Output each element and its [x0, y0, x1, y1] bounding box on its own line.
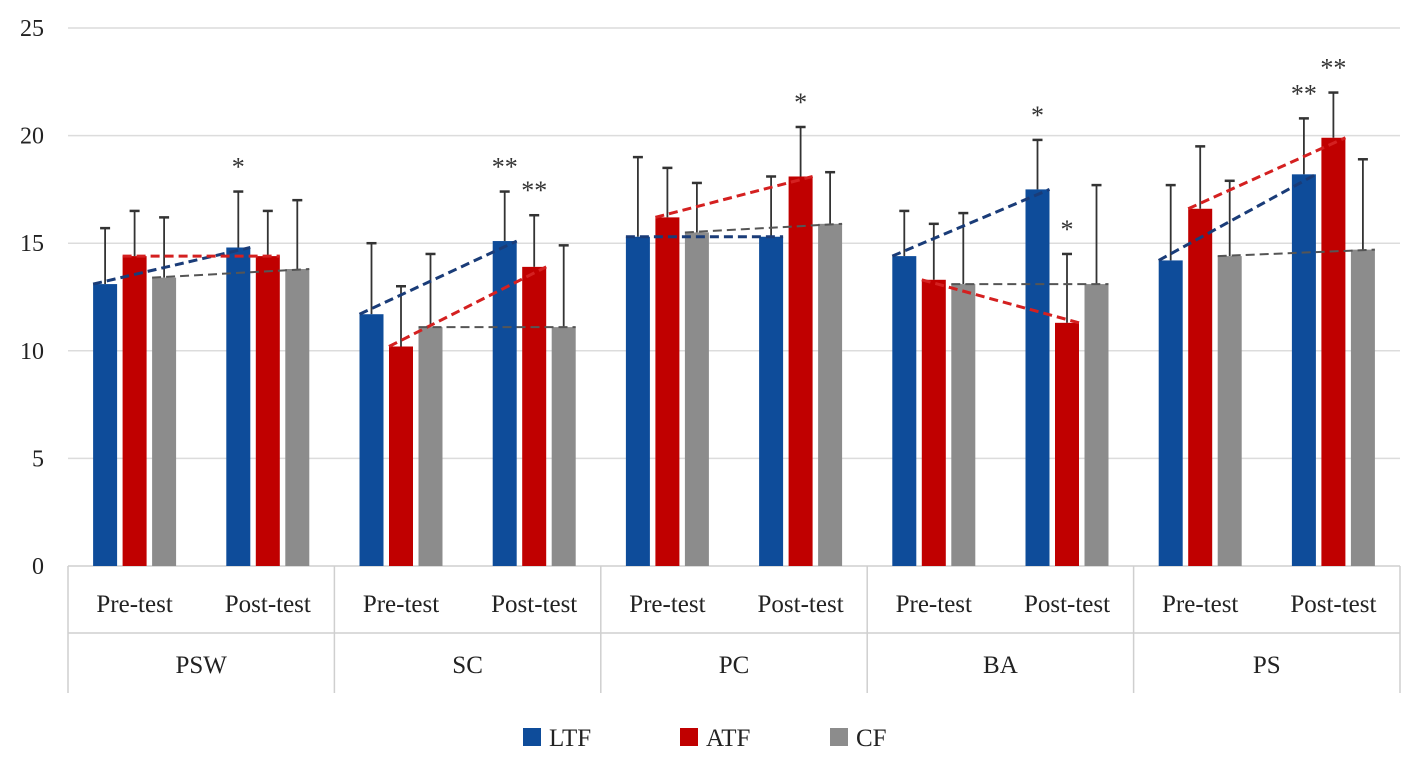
subcategory-label: Post-test [758, 591, 844, 618]
subcategory-label: Pre-test [1162, 591, 1238, 618]
bar-atf [1188, 208, 1213, 566]
y-tick-label: 20 [20, 124, 44, 150]
subcategory-label: Pre-test [629, 591, 705, 618]
significance-marker: * [794, 88, 807, 117]
group-label: SC [452, 652, 483, 679]
bar-cf [818, 223, 843, 566]
bar-ltf [492, 241, 517, 566]
bar-ltf [1291, 174, 1316, 566]
bar-cf [1217, 256, 1242, 566]
legend-label-atf: ATF [706, 725, 750, 752]
bar-atf [389, 346, 413, 566]
bar-cf [1084, 284, 1109, 566]
bar-cf [551, 327, 576, 566]
bar-ltf [93, 284, 118, 566]
y-tick-label: 0 [32, 554, 44, 580]
legend-swatch-cf [830, 728, 848, 746]
significance-marker: * [232, 153, 245, 182]
bar-atf [122, 256, 147, 566]
trend-line-ltf [358, 239, 518, 316]
significance-marker: ** [1291, 79, 1317, 108]
bar-cf [1350, 249, 1375, 566]
y-tick-label: 15 [20, 231, 44, 257]
subcategory-label: Pre-test [96, 591, 172, 618]
bar-atf [255, 256, 280, 566]
significance-marker: ** [1320, 54, 1346, 83]
legend-swatch-atf [680, 728, 698, 746]
bar-atf [921, 279, 946, 566]
y-tick-label: 5 [32, 446, 44, 472]
subcategory-label: Post-test [1024, 591, 1110, 618]
legend-label-cf: CF [856, 725, 887, 752]
significance-marker: * [1031, 101, 1044, 130]
bar-atf [1055, 322, 1079, 566]
bar-ltf [359, 314, 384, 566]
bar-cf [152, 277, 177, 566]
subcategory-label: Post-test [491, 591, 577, 618]
bar-ltf [892, 256, 917, 566]
trend-line-atf [1187, 136, 1347, 211]
bar-ltf [1025, 189, 1050, 566]
trend-line-cf [152, 268, 310, 279]
subcategory-label: Pre-test [363, 591, 439, 618]
trend-line-cf [684, 222, 843, 234]
y-tick-label: 10 [20, 339, 44, 365]
bar-cf [285, 269, 310, 566]
bar-cf [684, 232, 709, 566]
group-label: BA [983, 652, 1018, 679]
subcategory-label: Post-test [225, 591, 311, 618]
bar-atf [655, 217, 680, 566]
bar-ltf [226, 247, 251, 566]
legend-label-ltf: LTF [549, 725, 591, 752]
trend-line-cf [1217, 248, 1375, 258]
group-label: PS [1253, 652, 1281, 679]
trend-line-ltf [1157, 173, 1317, 262]
y-tick-label: 25 [20, 16, 44, 42]
significance-marker: ** [492, 153, 518, 182]
bar-atf [788, 176, 813, 566]
subcategory-label: Pre-test [896, 591, 972, 618]
bar-ltf [625, 236, 650, 566]
bar-ltf [1158, 260, 1183, 566]
trend-line-atf [388, 265, 547, 348]
legend-swatch-ltf [523, 728, 541, 746]
bar-cf [951, 284, 976, 566]
group-label: PC [719, 652, 750, 679]
trend-line-ltf [891, 188, 1051, 258]
bar-atf [1321, 137, 1346, 566]
subcategory-label: Post-test [1290, 591, 1376, 618]
significance-marker: * [1061, 215, 1074, 244]
significance-marker: ** [521, 176, 547, 205]
bar-cf [418, 327, 443, 566]
group-label: PSW [175, 652, 227, 679]
trend-line-ltf [92, 246, 251, 286]
bar-atf [522, 266, 547, 566]
bar-ltf [759, 236, 784, 566]
